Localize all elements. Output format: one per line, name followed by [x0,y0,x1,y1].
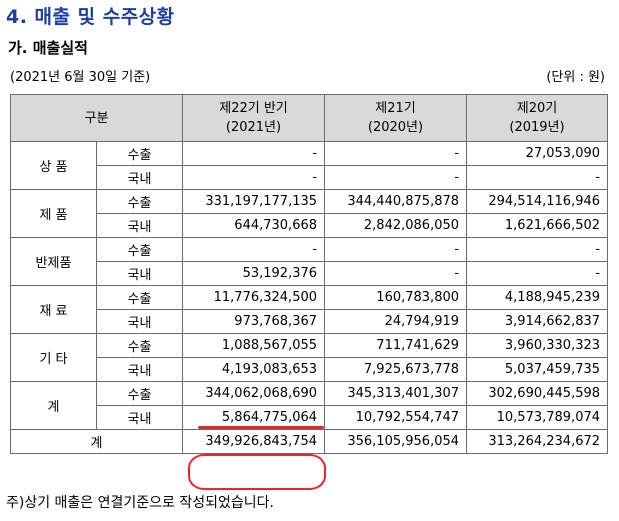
table-row: 제 품 수출 331,197,177,135 344,440,875,878 294,5… [10,189,609,238]
value-col3: 294,514,116,946 [466,189,609,214]
section-title: 4. 매출 및 수주상황 [6,6,175,28]
value-col2: 10,792,554,747 [324,405,468,430]
table-row: 국내 - - - [11,165,609,190]
value-col1: 331,197,177,135 [182,189,326,214]
value-col2: 24,794,919 [324,309,468,334]
value-col3: 3,914,662,837 [466,309,609,334]
value-col1: 53,192,376 [182,261,326,286]
value-col1: 4,193,083,653 [182,357,326,382]
group-label: 제 품 [10,189,97,238]
value-col3: - [466,261,609,286]
header-row: 구분 제22기 반기 (2021년) 제21기 (2020년) 제20기 (2019년… [9,94,609,142]
value-col2: - [324,237,468,262]
highlight-underline [198,426,324,429]
value-col3: 1,621,666,502 [466,213,609,238]
table-row: 국내 4,193,083,653 7,925,673,778 5,037,459,73… [11,357,609,382]
value-col1: 644,730,668 [182,213,326,238]
row-type: 국내 [95,405,184,430]
footnote: 주)상기 매출은 연결기준으로 작성되었습니다. [6,495,274,511]
table-row: 상 품 수출 - -27,053,090 [10,141,609,190]
value-col2: - [324,261,468,286]
row-type: 국내 [95,213,184,238]
basis-date: (2021년 6월 30일 기준) [10,70,151,85]
group-label: 반제품 [10,237,97,286]
value-col3: 10,573,789,074 [466,405,609,430]
value-col1: - [182,141,326,166]
total-col3: 313,264,234,672 [466,429,609,454]
table-row: 계 수출 344,062,068,690 345,313,401,307 302,690… [10,381,609,430]
header-col1: 제22기 반기 (2021년) [182,94,326,142]
value-col2: 160,783,800 [324,285,468,310]
highlight-circle [188,454,326,490]
header-col2: 제21기 (2020년) [324,94,468,142]
table-row: 국내 644,730,668 2,842,086,050 1,621,666,502 [11,213,609,238]
row-type: 수출 [95,141,184,166]
header-col3: 제20기 (2019년) [466,94,609,142]
value-col3: - [466,165,609,190]
value-col1: 1,088,567,055 [182,333,326,358]
table-row: 기 타 수출 1,088,567,055 711,741,629 3,960,330,3… [10,333,609,382]
subsection-title: 가. 매출실적 [8,39,88,57]
value-col1: 5,864,775,064 [182,405,326,430]
value-col2: 2,842,086,050 [324,213,468,238]
row-type: 국내 [95,165,184,190]
table-row: 국내 5,864,775,064 10,792,554,747 10,573,789,… [11,405,609,430]
value-col1: 973,768,367 [182,309,326,334]
group-label: 재 료 [10,285,97,334]
total-row: 계 349,926,843,754 356,105,956,054 313,26… [9,429,609,454]
row-type: 국내 [95,357,184,382]
value-col3: 3,960,330,323 [466,333,609,358]
value-col3: 4,188,945,239 [466,285,609,310]
row-type: 수출 [95,189,184,214]
row-type: 수출 [95,333,184,358]
table-row: 반제품 수출 - - - [10,237,609,286]
row-type: 국내 [95,309,184,334]
value-col2: 345,313,401,307 [324,381,468,406]
row-type: 수출 [95,237,184,262]
value-col2: 7,925,673,778 [324,357,468,382]
table-row: 국내 973,768,367 24,794,919 3,914,662,837 [11,309,609,334]
row-type: 국내 [95,261,184,286]
row-type: 수출 [95,285,184,310]
table-row: 재 료 수출 11,776,324,500 160,783,800 4,188,945,… [10,285,609,334]
total-label: 계 [9,429,184,454]
group-label: 계 [10,381,97,430]
sales-table: 구분 제22기 반기 (2021년) 제21기 (2020년) 제20기 (2019년… [9,94,609,454]
value-col2: - [324,165,468,190]
total-col2: 356,105,956,054 [324,429,468,454]
value-col1: - [182,165,326,190]
header-category: 구분 [9,94,184,142]
value-col2: 711,741,629 [324,333,468,358]
value-col1: 11,776,324,500 [182,285,326,310]
row-type: 수출 [95,381,184,406]
value-col1: - [182,237,326,262]
value-col3: 27,053,090 [466,141,609,166]
group-label: 기 타 [10,333,97,382]
value-col2: - [324,141,468,166]
group-label: 상 품 [10,141,97,190]
value-col3: - [466,237,609,262]
unit-label: (단위 : 원) [546,70,605,85]
value-col2: 344,440,875,878 [324,189,468,214]
table-row: 국내 53,192,376- - [11,261,609,286]
value-col3: 302,690,445,598 [466,381,609,406]
value-col3: 5,037,459,735 [466,357,609,382]
value-col1: 344,062,068,690 [182,381,326,406]
total-col1: 349,926,843,754 [182,429,326,454]
